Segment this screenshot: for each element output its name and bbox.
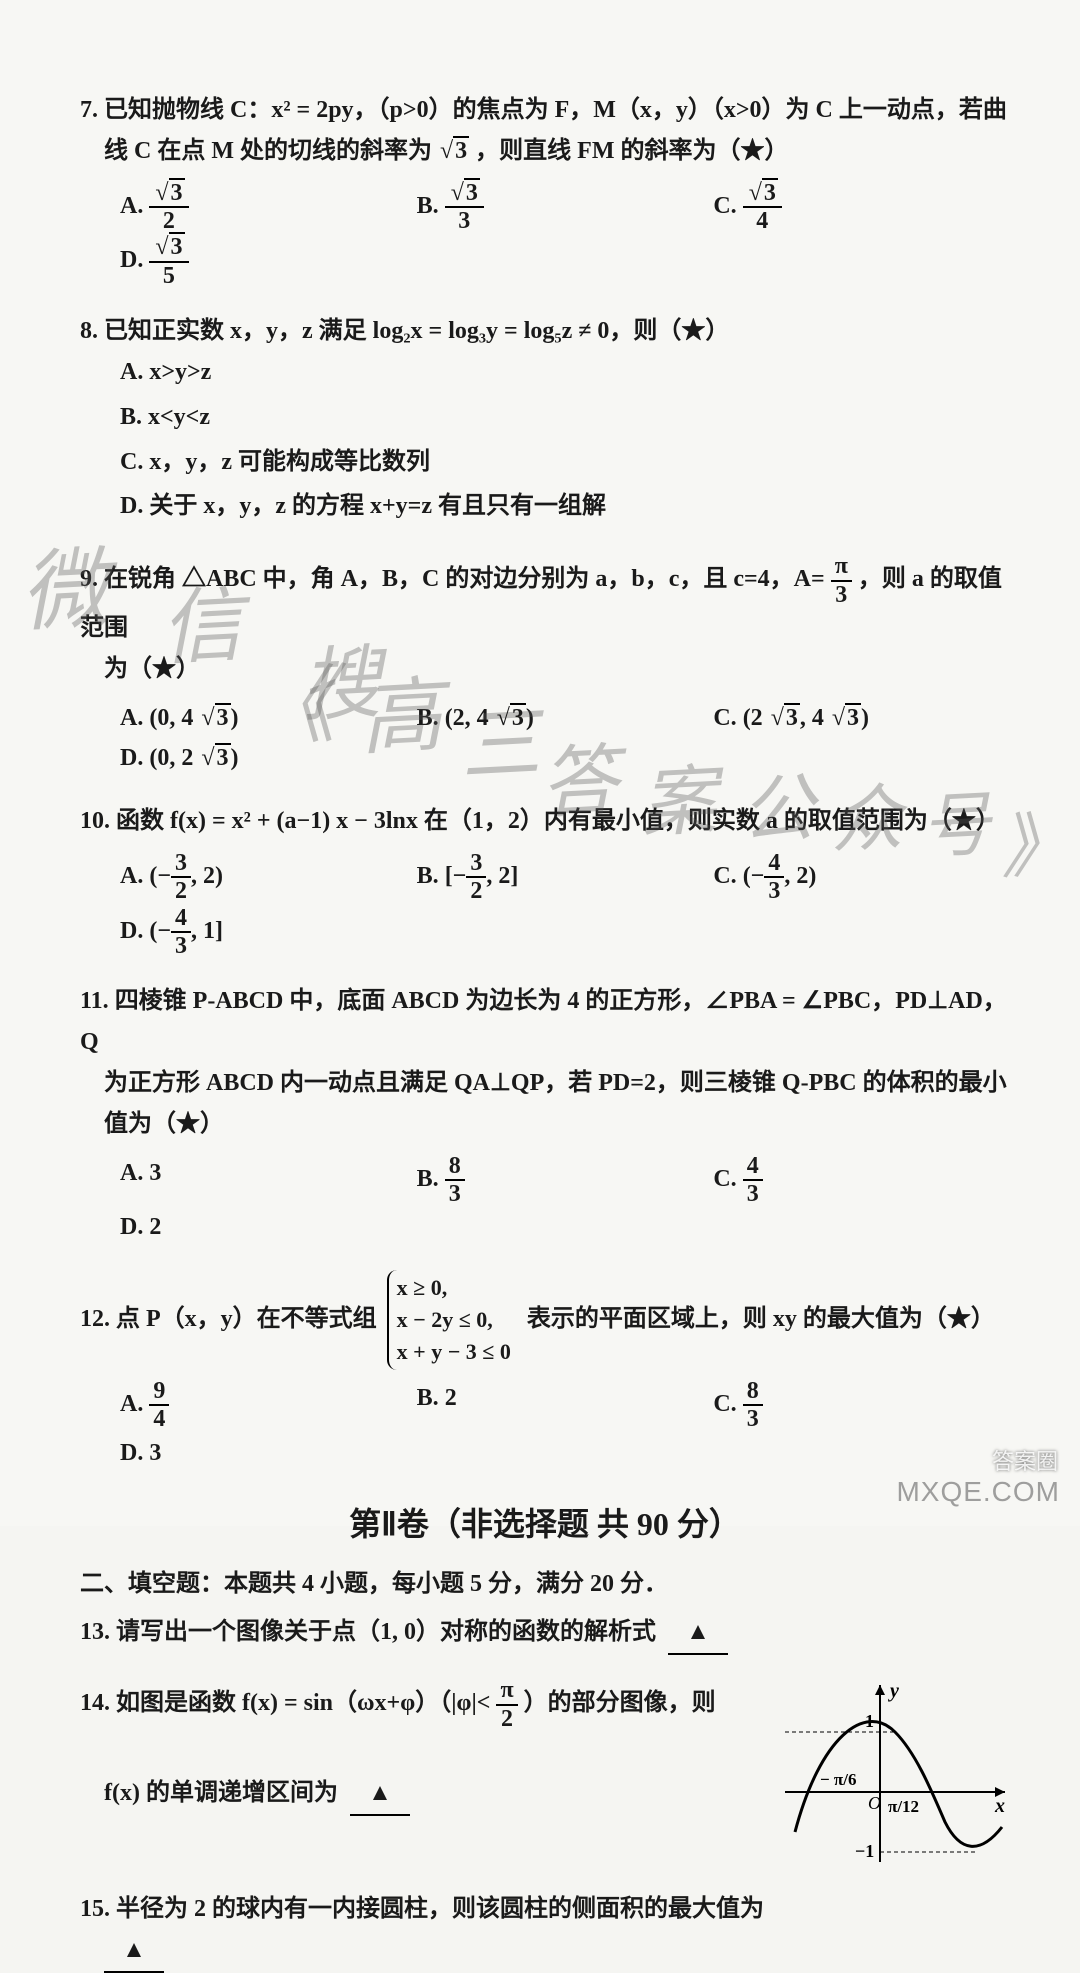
question-12: 12. 点 P（x，y）在不等式组 x ≥ 0, x − 2y ≤ 0, x +… [80,1270,1010,1473]
q12-text-a: 点 P（x，y）在不等式组 [116,1306,377,1332]
q8-opt-d: D. 关于 x，y，z 的方程 x+y=z 有且只有一组解 [120,486,1010,527]
q9-num: 9. [80,566,98,592]
q12-opt-c: C. 83 [713,1378,1010,1433]
q8-num: 8. [80,318,98,344]
q9-opt-b: B. (2, 4 3) [417,698,714,739]
inequality-system: x ≥ 0, x − 2y ≤ 0, x + y − 3 ≤ 0 [387,1270,517,1370]
question-15: 15. 半径为 2 的球内有一内接圆柱，则该圆柱的侧面积的最大值为 ▲ [80,1889,1010,1973]
answer-blank: ▲ [350,1773,410,1816]
q11-opt-a: A. 3 [120,1153,417,1208]
q12-opt-a: A. 94 [120,1378,417,1433]
q10-opt-a: A. (−32, 2) [120,850,417,905]
q10-num: 10. [80,808,110,834]
x-label: x [994,1795,1005,1817]
q7-opt-c: C. 34 [713,180,1010,235]
q14-text-c: f(x) 的单调递增区间为 [104,1780,338,1806]
x-tick-pos: π/12 [888,1797,919,1816]
q11-text-b: 为正方形 ABCD 内一动点且满足 QA⊥QP，若 PD=2，则三棱锥 Q-PB… [104,1070,1007,1096]
q11-opt-d: D. 2 [120,1207,1010,1248]
answer-blank: ▲ [668,1612,728,1655]
q12-options: A. 94 B. 2 C. 83 D. 3 [80,1378,1010,1474]
q7-text-c: ，则直线 FM 的斜率为（★） [475,138,788,164]
q12-opt-b: B. 2 [417,1378,714,1433]
question-13: 13. 请写出一个图像关于点（1, 0）对称的函数的解析式 ▲ [80,1612,1010,1655]
q7-opt-d: D. 35 [120,234,1010,289]
y-label: y [888,1680,899,1702]
q12-text-b: 表示的平面区域上，则 xy 的最大值为（★） [527,1306,995,1332]
y-arrow-icon [875,1685,885,1695]
opt-label: B. [417,193,439,219]
q7-text-a: 已知抛物线 C：x² = 2py，（p>0）的焦点为 F，M（x，y）（x>0）… [104,97,1007,123]
q9-opt-d: D. (0, 2 3) [120,738,1010,779]
q9-text-a: 在锐角 △ABC 中，角 A，B，C 的对边分别为 a，b，c，且 c=4，A= [104,566,825,592]
q10-opt-d: D. (−43, 1] [120,905,1010,960]
question-8: 8. 已知正实数 x，y，z 满足 log₂x = log₃y = log₅z … [80,311,1010,531]
sine-graph: y x 1 −1 − π/6 π/12 O [780,1677,1010,1867]
section-2-title: 第Ⅱ卷（非选择题 共 90 分） [80,1499,1010,1545]
q9-opt-c: C. (2 3, 4 3) [713,698,1010,739]
q11-num: 11. [80,988,109,1014]
q9-opt-a: A. (0, 4 3) [120,698,417,739]
q11-opt-b: B. 83 [417,1153,714,1208]
question-9: 9. 在锐角 △ABC 中，角 A，B，C 的对边分别为 a，b，c，且 c=4… [80,553,1010,779]
sys-line: x − 2y ≤ 0, [397,1307,493,1332]
q14-text-b: ）的部分图像，则 [524,1690,716,1716]
q11-text-c: 值为（★） [104,1111,224,1137]
sys-line: x + y − 3 ≤ 0 [397,1339,511,1364]
fill-in-heading: 二、填空题：本题共 4 小题，每小题 5 分，满分 20 分． [80,1563,1010,1598]
q14-num: 14. [80,1690,110,1716]
q8-options: A. x>y>z B. x<y<z C. x，y，z 可能构成等比数列 D. 关… [80,352,1010,531]
q7-opt-b: B. 33 [417,180,714,235]
q13-num: 13. [80,1619,110,1645]
sys-line: x ≥ 0, [397,1275,448,1300]
q11-options: A. 3 B. 83 C. 43 D. 2 [80,1153,1010,1249]
q7-opt-a: A. 32 [120,180,417,235]
q10-text: 函数 f(x) = x² + (a−1) x − 3lnx 在（1，2）内有最小… [116,808,1000,834]
q13-text: 请写出一个图像关于点（1, 0）对称的函数的解析式 [116,1619,656,1645]
q7-options: A. 32 B. 33 C. 34 D. 35 [80,180,1010,290]
answer-blank: ▲ [104,1930,164,1973]
x-tick-neg: − π/6 [820,1770,856,1789]
q10-opt-b: B. [−32, 2] [417,850,714,905]
question-14: 14. 如图是函数 f(x) = sin（ωx+φ）（|φ|< π2 ）的部分图… [80,1677,1010,1867]
q14-text-a: 如图是函数 f(x) = sin（ωx+φ）（|φ|< [116,1690,490,1716]
exam-page: 微 信 搜 《 高 三 答 案 公 众 号 》 7. 已知抛物线 C：x² = … [0,0,1080,1526]
corner-watermark-2: 答案圈 [992,1444,1058,1476]
q8-opt-b: B. x<y<z [120,397,1010,438]
sqrt3-icon: 3 [438,131,469,172]
q11-opt-c: C. 43 [713,1153,1010,1208]
q10-options: A. (−32, 2) B. [−32, 2] C. (−43, 2) D. (… [80,850,1010,960]
q11-text-a: 四棱锥 P-ABCD 中，底面 ABCD 为边长为 4 的正方形，∠PBA = … [80,988,1007,1055]
opt-label: A. [120,193,143,219]
question-7: 7. 已知抛物线 C：x² = 2py，（p>0）的焦点为 F，M（x，y）（x… [80,90,1010,289]
q8-opt-a: A. x>y>z [120,352,1010,393]
question-11: 11. 四棱锥 P-ABCD 中，底面 ABCD 为边长为 4 的正方形，∠PB… [80,981,1010,1248]
question-10: 10. 函数 f(x) = x² + (a−1) x − 3lnx 在（1，2）… [80,801,1010,959]
q10-opt-c: C. (−43, 2) [713,850,1010,905]
corner-watermark: MXQE.COM [896,1476,1060,1508]
q8-opt-c: C. x，y，z 可能构成等比数列 [120,442,1010,483]
q8-text: 已知正实数 x，y，z 满足 log₂x = log₃y = log₅z ≠ 0… [104,318,729,344]
q15-text: 半径为 2 的球内有一内接圆柱，则该圆柱的侧面积的最大值为 [116,1896,764,1922]
y-tick-neg1: −1 [855,1841,874,1861]
q9-text-c: 为（★） [104,656,200,682]
q15-num: 15. [80,1896,110,1922]
opt-label: C. [713,193,736,219]
y-tick-1: 1 [865,1711,874,1731]
q7-num: 7. [80,97,98,123]
q12-num: 12. [80,1306,110,1332]
q7-text-b: 线 C 在点 M 处的切线的斜率为 [104,138,438,164]
q12-opt-d: D. 3 [120,1433,1010,1474]
origin-label: O [868,1793,881,1813]
q9-options: A. (0, 4 3) B. (2, 4 3) C. (2 3, 4 3) D.… [80,698,1010,780]
opt-label: D. [120,247,143,273]
